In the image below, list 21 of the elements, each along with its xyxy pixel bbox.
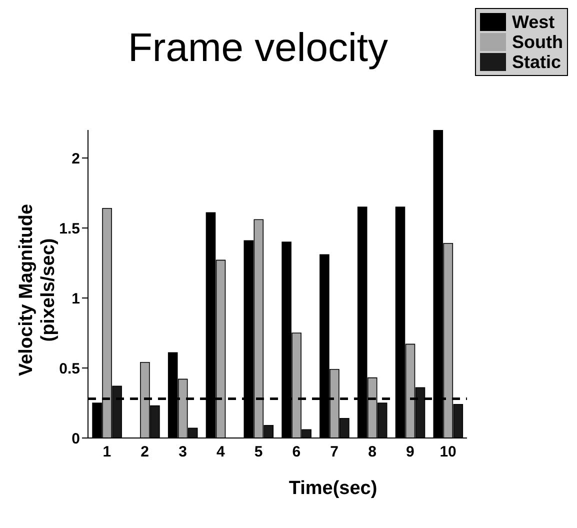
x-tick-label: 7 — [330, 444, 339, 461]
legend-label: South — [512, 32, 563, 52]
legend-label: Static — [512, 52, 562, 72]
y-tick-label: 1 — [72, 290, 80, 308]
x-tick-label: 8 — [368, 444, 376, 461]
x-tick-label: 9 — [406, 444, 414, 461]
legend-label: West — [512, 12, 555, 32]
y-axis-title: Velocity Magnitude (pixels/sec) — [16, 202, 60, 378]
y-tick-label: 2 — [72, 150, 80, 168]
x-tick-label: 5 — [254, 444, 263, 461]
x-tick-label: 6 — [292, 444, 301, 461]
y-tick-label: 1.5 — [59, 220, 80, 238]
x-tick-label: 4 — [216, 444, 226, 461]
x-tick-label: 3 — [178, 444, 187, 461]
x-tick-label: 10 — [440, 444, 456, 461]
x-tick-label: 2 — [140, 444, 150, 461]
y-tick-label: 0 — [72, 430, 80, 448]
y-tick-label: 0.5 — [59, 360, 80, 378]
x-axis-title: Time(sec) — [288, 478, 378, 500]
x-tick-label: 1 — [102, 444, 112, 461]
chart-title: Frame velocity — [126, 26, 390, 71]
